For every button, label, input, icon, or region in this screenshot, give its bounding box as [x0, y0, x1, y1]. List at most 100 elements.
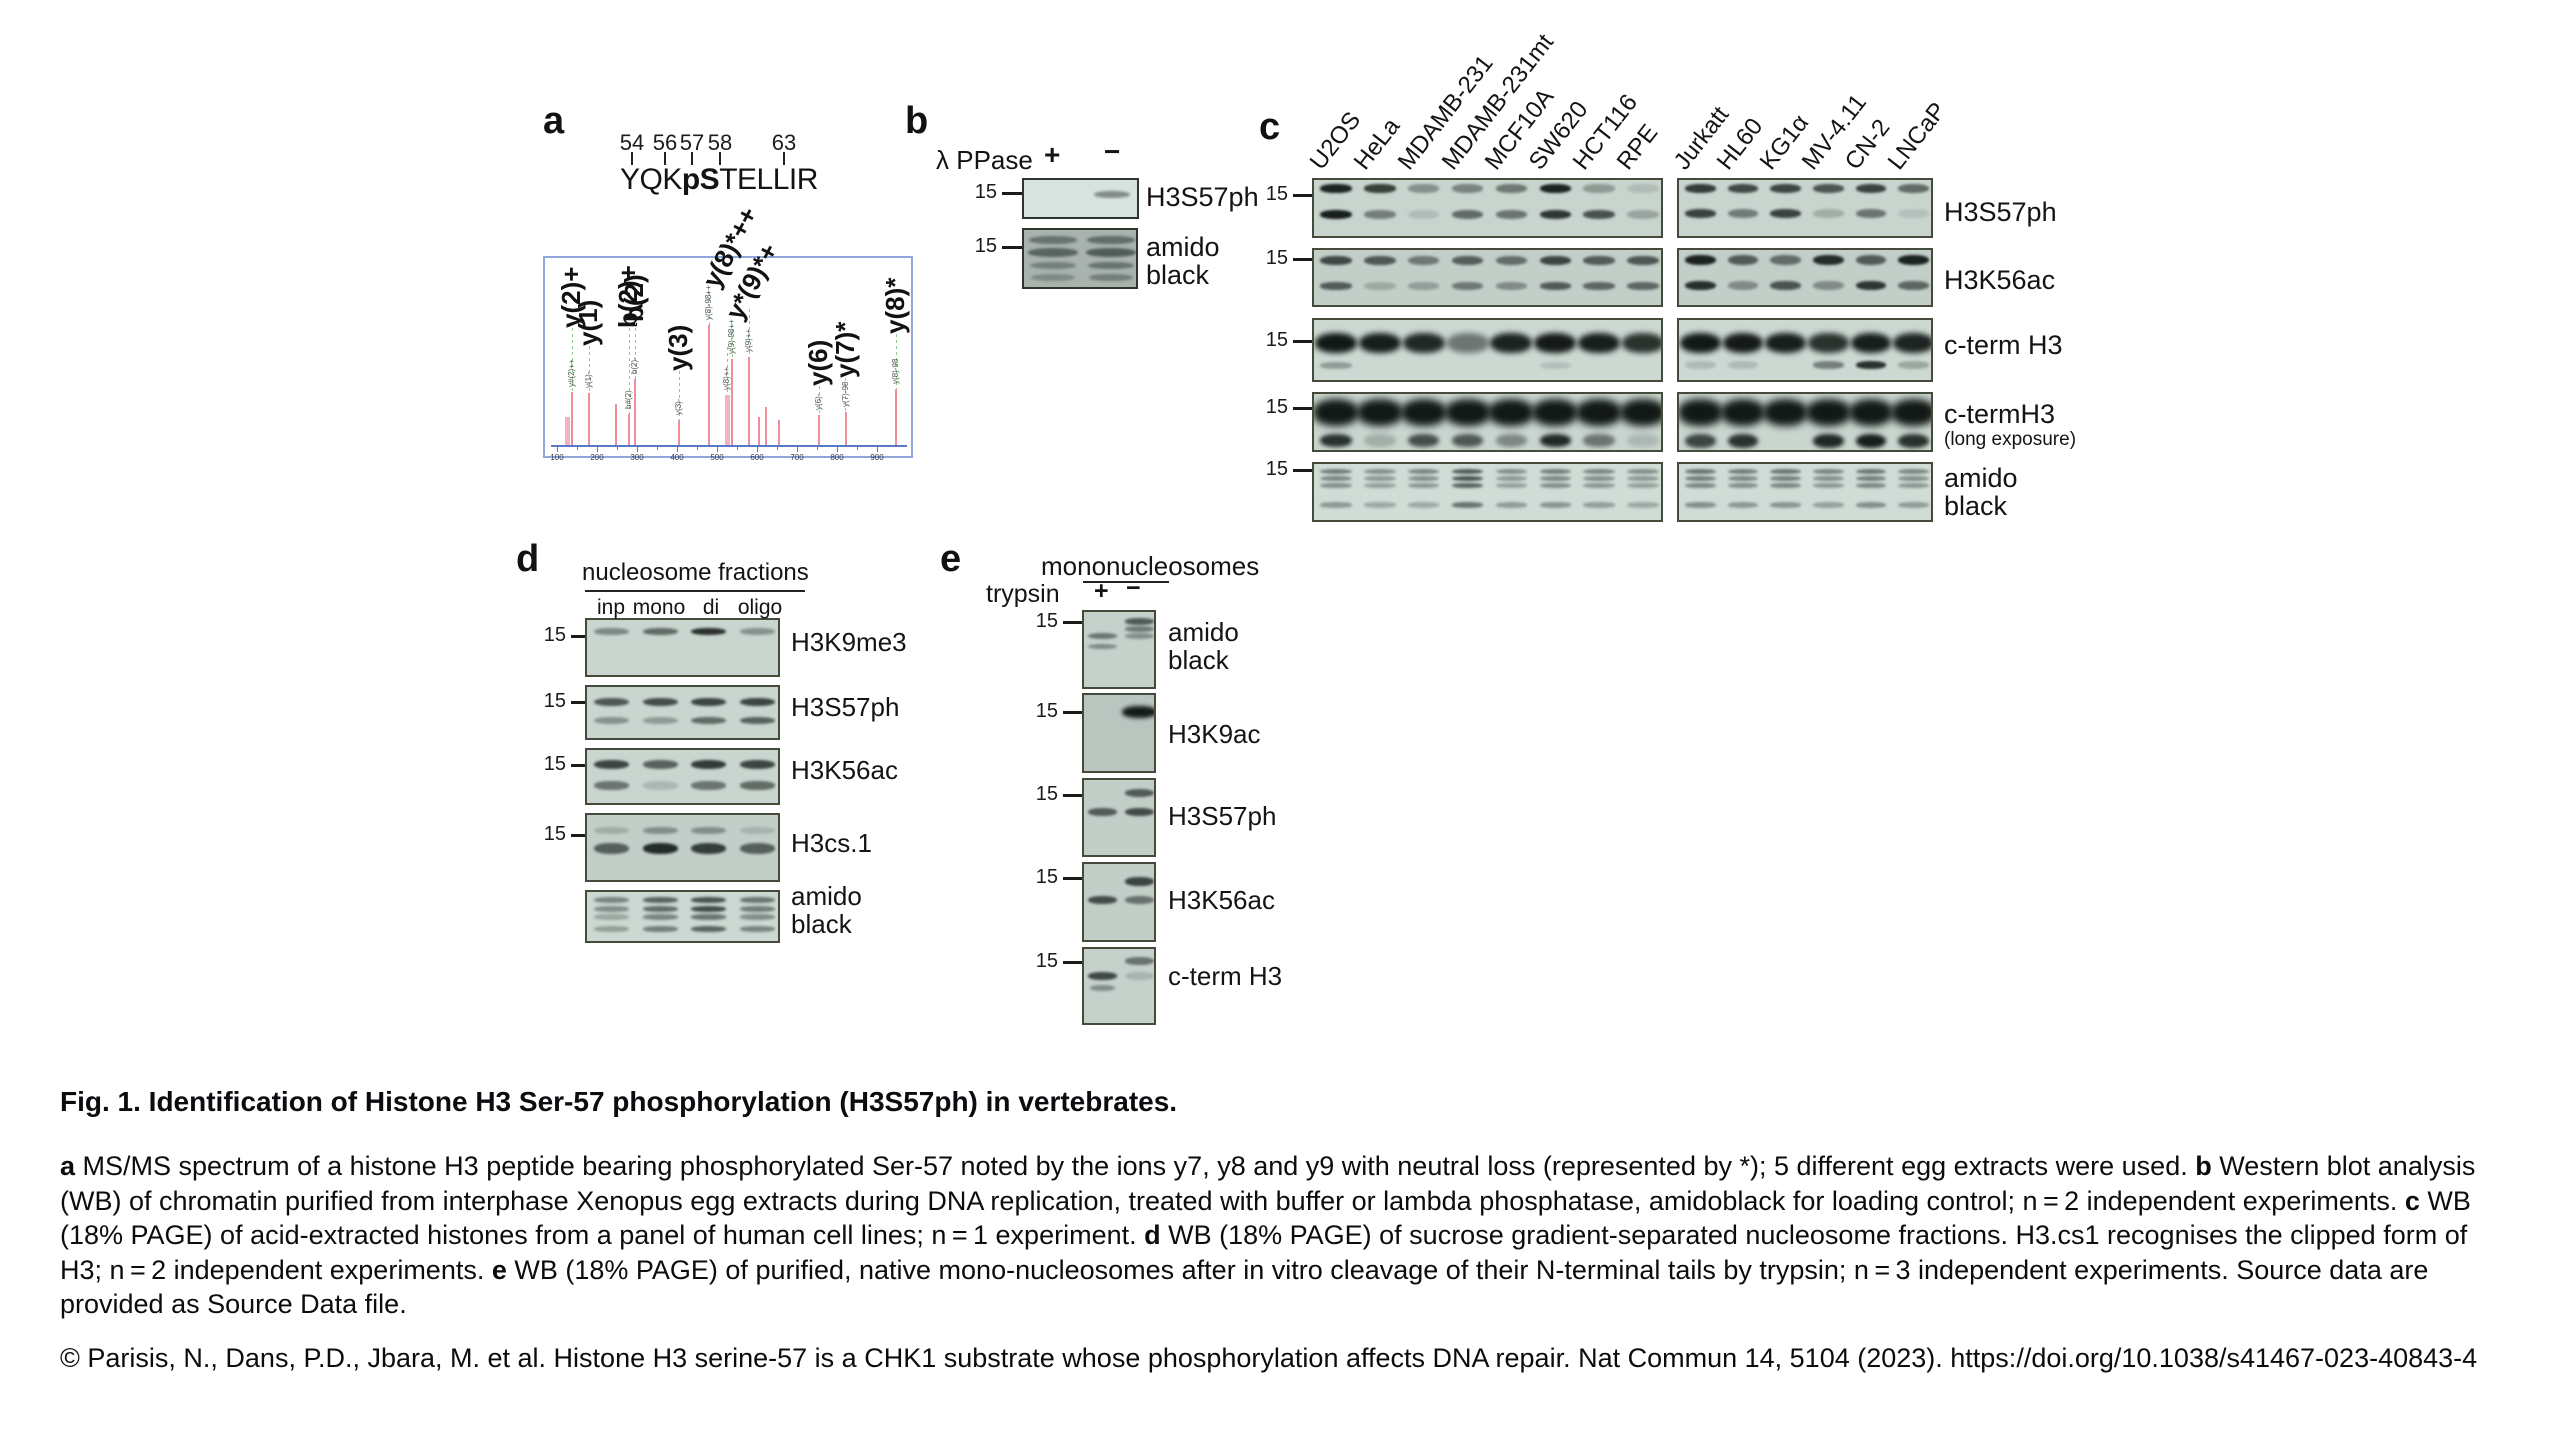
wb-band [1848, 398, 1894, 426]
wb-band [1364, 433, 1396, 447]
wb-band [1488, 398, 1535, 426]
wb-band [642, 781, 678, 790]
spectrum-peak [778, 420, 780, 445]
wb-band [1812, 281, 1844, 291]
wb-band [593, 842, 629, 854]
mw-marker-dash [1063, 961, 1082, 964]
wb-band [1451, 210, 1484, 219]
spectrum-tick [556, 447, 558, 452]
wb-band [1495, 210, 1528, 219]
spectrum-peak [844, 412, 847, 445]
wb-band [740, 905, 776, 912]
mw-marker-dash [571, 701, 585, 704]
wb-band [1727, 281, 1759, 291]
wb-band [1898, 476, 1930, 482]
wb-band [1407, 468, 1440, 475]
wb-band [1583, 210, 1615, 219]
blot-label-amido: amido [1146, 232, 1220, 262]
wb-band [1451, 433, 1484, 447]
spectrum-minor-tick [696, 447, 698, 450]
spectrum-peak [724, 395, 730, 445]
mw-marker-dash [1063, 621, 1082, 624]
spectrum-tick-label: 100 [550, 453, 564, 462]
mononucleosomes-underline [1083, 581, 1169, 583]
blot-label-c-termh3: c-termH3 [1944, 399, 2056, 429]
blot-label-black: black [1168, 645, 1229, 675]
wb-band [1534, 332, 1577, 354]
mw-marker-label: 15 [1035, 866, 1058, 888]
wb-band [1124, 618, 1154, 625]
spectrum-peak-label: b(2) [619, 274, 649, 322]
mw-marker-label: 15 [974, 235, 997, 257]
spectrum-tick-label: 300 [630, 453, 644, 462]
spectrum-dash-line [895, 334, 897, 389]
spectrum-dash-line [748, 309, 750, 357]
blot-label-amido: amido [1944, 463, 2018, 493]
spectrum-x-axis [551, 445, 907, 447]
residue-number: 63 [771, 130, 797, 155]
spectrum-peak-sublabel: y(1)- [584, 371, 593, 388]
residue-tick [783, 152, 785, 165]
wb-band [642, 897, 678, 904]
wb-band [1087, 896, 1118, 904]
residue-tick [691, 152, 693, 165]
lane-label-LNCaP: LNCaP [1882, 97, 1952, 175]
mw-marker-label: 15 [1035, 610, 1058, 632]
wb-band [1855, 255, 1887, 266]
wb-band [642, 827, 678, 835]
wb-band [1620, 398, 1661, 426]
wb-band [1583, 476, 1615, 482]
wb-band [1495, 476, 1528, 482]
spectrum-tick-label: 200 [590, 453, 604, 462]
wb-band [1495, 281, 1528, 290]
spectrum-peak-label: y(3) [663, 324, 693, 371]
wb-band [691, 925, 727, 932]
text-trypsin-plus: + [1094, 577, 1109, 605]
wb-band [1358, 332, 1401, 354]
wb-band [1124, 972, 1154, 981]
wb-band [1627, 210, 1659, 219]
spectrum-dash-line [708, 292, 710, 325]
wb-band [1812, 255, 1844, 266]
wb-band [1770, 255, 1802, 266]
residue-number: 56 [652, 130, 678, 155]
spectrum-peak-sublabel: y(8)-98 [891, 358, 901, 384]
wb-band [593, 925, 629, 932]
wb-band [740, 827, 776, 835]
wb-band [1727, 502, 1759, 508]
mw-marker-label: 15 [1265, 183, 1288, 205]
wb-band [1684, 184, 1716, 194]
lane-label-mono: mono [632, 596, 686, 619]
blot-label-h3s57ph: H3S57ph [1168, 801, 1277, 831]
wb-band [1539, 362, 1572, 369]
blot-label-h3k56ac: H3K56ac [791, 755, 898, 785]
mw-marker-dash [1002, 246, 1022, 249]
wb-blot-e-amido [1082, 610, 1156, 689]
wb-band [1407, 476, 1440, 482]
wb-band [1407, 184, 1440, 193]
panel-letter-e: e [940, 538, 962, 580]
wb-band [1770, 483, 1802, 488]
wb-band [1684, 468, 1716, 475]
wb-band [1029, 236, 1077, 245]
wb-band [1898, 483, 1930, 488]
caption-segment: c [2404, 1185, 2420, 1216]
wb-band [1898, 255, 1930, 266]
wb-band [1727, 468, 1759, 475]
wb-band [1891, 398, 1931, 426]
wb-band [1124, 626, 1154, 632]
wb-band [1679, 398, 1723, 426]
spectrum-peak [588, 393, 590, 445]
spectrum-peak-sublabel: y#(2)++ [567, 359, 577, 387]
wb-band [1727, 255, 1759, 266]
wb-band [1356, 398, 1403, 426]
mw-marker-label: 15 [543, 624, 566, 646]
wb-band [593, 717, 629, 725]
wb-band [642, 760, 678, 770]
panel-letter-c: c [1259, 106, 1281, 148]
caption-segment: Western blot analysis (WB) of chromatin … [60, 1151, 2476, 1216]
spectrum-peak-label: y(7)* [829, 321, 860, 378]
wb-band [1684, 476, 1716, 482]
mw-marker-label: 15 [543, 690, 566, 712]
wb-band [1451, 281, 1484, 290]
